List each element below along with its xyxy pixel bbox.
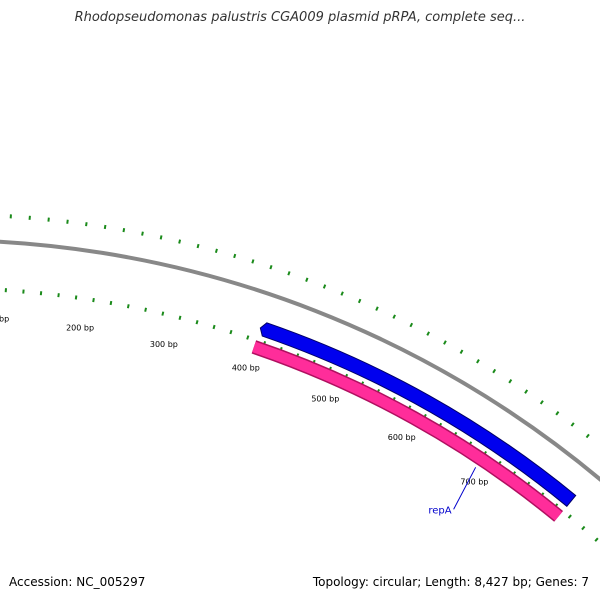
outer-tick xyxy=(492,368,497,374)
outer-tick xyxy=(287,271,291,276)
outer-tick xyxy=(340,291,344,296)
outer-tick xyxy=(585,433,590,439)
accession-label: Accession: NC_005297 xyxy=(9,575,146,589)
inner-tick xyxy=(144,307,147,312)
outer-tick xyxy=(269,264,273,270)
inner-tick xyxy=(581,525,586,531)
inner-tick xyxy=(229,329,233,335)
reverse-feature-outline xyxy=(251,340,564,522)
outer-tick xyxy=(122,227,126,233)
inner-tick xyxy=(161,311,165,316)
outer-tick xyxy=(524,389,529,394)
scale-label: 700 bp xyxy=(460,478,488,487)
outer-tick xyxy=(322,284,327,289)
outer-tick-ring xyxy=(9,214,590,439)
outer-tick xyxy=(305,277,309,282)
scale-label: 400 bp xyxy=(232,364,260,373)
outer-tick xyxy=(476,359,480,364)
inner-tick xyxy=(92,297,95,303)
outer-tick xyxy=(459,349,464,355)
inner-tick xyxy=(246,335,250,340)
outer-tick xyxy=(375,306,379,311)
topology-summary: Topology: circular; Length: 8,427 bp; Ge… xyxy=(312,575,589,589)
gene-label: repA xyxy=(428,505,451,516)
scale-label: 500 bp xyxy=(311,395,339,404)
outer-tick xyxy=(103,224,107,230)
outer-tick xyxy=(357,298,362,304)
inner-tick xyxy=(594,537,599,542)
outer-tick xyxy=(233,253,237,259)
inner-tick xyxy=(178,315,182,320)
scale-label: 300 bp xyxy=(150,340,178,349)
outer-tick xyxy=(409,322,414,328)
outer-tick xyxy=(570,422,575,427)
gene-track: repA xyxy=(259,322,577,516)
scale-label: 600 bp xyxy=(388,433,416,442)
inner-tick xyxy=(212,324,216,330)
scale-label: 100 bp xyxy=(0,315,9,324)
reverse-feature xyxy=(252,341,563,521)
gene-label-leader xyxy=(453,467,477,510)
outer-tick xyxy=(85,222,88,227)
outer-tick xyxy=(178,239,182,244)
outer-tick xyxy=(539,400,544,405)
outer-tick xyxy=(251,259,255,264)
outer-tick xyxy=(392,314,396,319)
outer-tick xyxy=(443,340,447,345)
gene-repA xyxy=(259,322,577,508)
outer-tick xyxy=(426,331,430,336)
inner-tick xyxy=(74,295,78,300)
feature-track xyxy=(251,340,564,522)
inner-tick xyxy=(567,514,572,519)
inner-tick xyxy=(126,304,130,309)
inner-tick xyxy=(195,320,199,325)
outer-tick xyxy=(141,231,144,236)
outer-tick xyxy=(214,248,218,254)
scale-label-group: 100 bp 200 bp 300 bp 400 bp 500 bp 600 bp 700 … xyxy=(0,315,488,487)
outer-tick xyxy=(159,235,163,240)
inner-tick xyxy=(109,300,113,306)
outer-tick xyxy=(508,378,513,384)
outer-tick xyxy=(555,411,560,416)
scale-label: 200 bp xyxy=(66,323,94,332)
outer-tick xyxy=(196,243,200,249)
plasmid-backbone xyxy=(0,239,600,482)
map-title: Rhodopseudomonas palustris CGA009 plasmi… xyxy=(74,10,526,25)
